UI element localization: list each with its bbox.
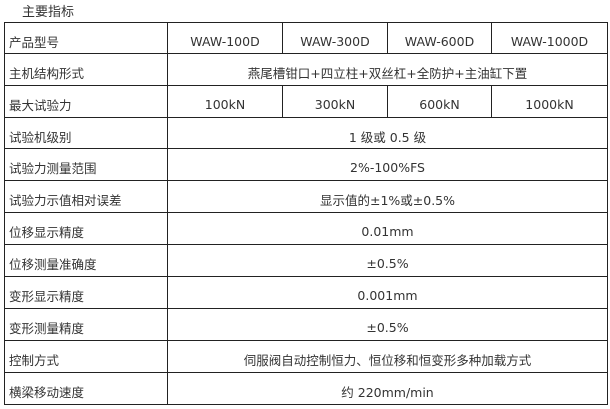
row-value: 约 220mm/min [167, 372, 608, 405]
row-value: 显示值的±1%或±0.5% [167, 180, 608, 213]
row-value: 0.01mm [167, 212, 608, 245]
table-row: 试验力测量范围 2%-100%FS [4, 148, 608, 181]
row-value: 0.001mm [167, 276, 608, 309]
table-row: 产品型号 WAW-100D WAW-300D WAW-600D WAW-1000… [4, 22, 608, 54]
table-row: 变形显示精度 0.001mm [4, 276, 608, 309]
row-label: 试验力测量范围 [4, 148, 168, 181]
row-label: 主机结构形式 [4, 53, 168, 86]
model-cell: WAW-300D [282, 22, 388, 54]
table-row: 变形测量精度 ±0.5% [4, 308, 608, 341]
table-row: 位移测量准确度 ±0.5% [4, 244, 608, 277]
force-cell: 100kN [167, 85, 283, 118]
row-value: 燕尾槽钳口+四立柱+双丝杠+全防护+主油缸下置 [167, 53, 608, 86]
table-row: 主机结构形式 燕尾槽钳口+四立柱+双丝杠+全防护+主油缸下置 [4, 53, 608, 86]
row-value: ±0.5% [167, 244, 608, 277]
row-label: 位移显示精度 [4, 212, 168, 245]
table-row: 位移显示精度 0.01mm [4, 212, 608, 245]
spec-table: 产品型号 WAW-100D WAW-300D WAW-600D WAW-1000… [4, 22, 608, 405]
row-label: 试验力示值相对误差 [4, 180, 168, 213]
table-row: 最大试验力 100kN 300kN 600kN 1000kN [4, 85, 608, 118]
row-value: 1 级或 0.5 级 [167, 117, 608, 149]
table-row: 试验力示值相对误差 显示值的±1%或±0.5% [4, 180, 608, 213]
row-value: 伺服阀自动控制恒力、恒位移和恒变形多种加载方式 [167, 340, 608, 373]
model-cell: WAW-100D [167, 22, 283, 54]
row-label: 位移测量准确度 [4, 244, 168, 277]
force-cell: 1000kN [491, 85, 608, 118]
force-cell: 600kN [387, 85, 492, 118]
model-cell: WAW-1000D [491, 22, 608, 54]
row-label: 变形测量精度 [4, 308, 168, 341]
row-value: ±0.5% [167, 308, 608, 341]
force-cell: 300kN [282, 85, 388, 118]
model-cell: WAW-600D [387, 22, 492, 54]
row-label: 控制方式 [4, 340, 168, 373]
section-title: 主要指标 [22, 5, 75, 20]
row-label: 试验机级别 [4, 117, 168, 149]
row-label: 产品型号 [4, 22, 168, 54]
row-label: 变形显示精度 [4, 276, 168, 309]
row-value: 2%-100%FS [167, 148, 608, 181]
row-label: 最大试验力 [4, 85, 168, 118]
table-row: 试验机级别 1 级或 0.5 级 [4, 117, 608, 149]
table-row: 横梁移动速度约 220mm/min [4, 372, 608, 405]
table-row: 控制方式 伺服阀自动控制恒力、恒位移和恒变形多种加载方式 [4, 340, 608, 373]
row-label: 横梁移动速度 [4, 372, 168, 405]
